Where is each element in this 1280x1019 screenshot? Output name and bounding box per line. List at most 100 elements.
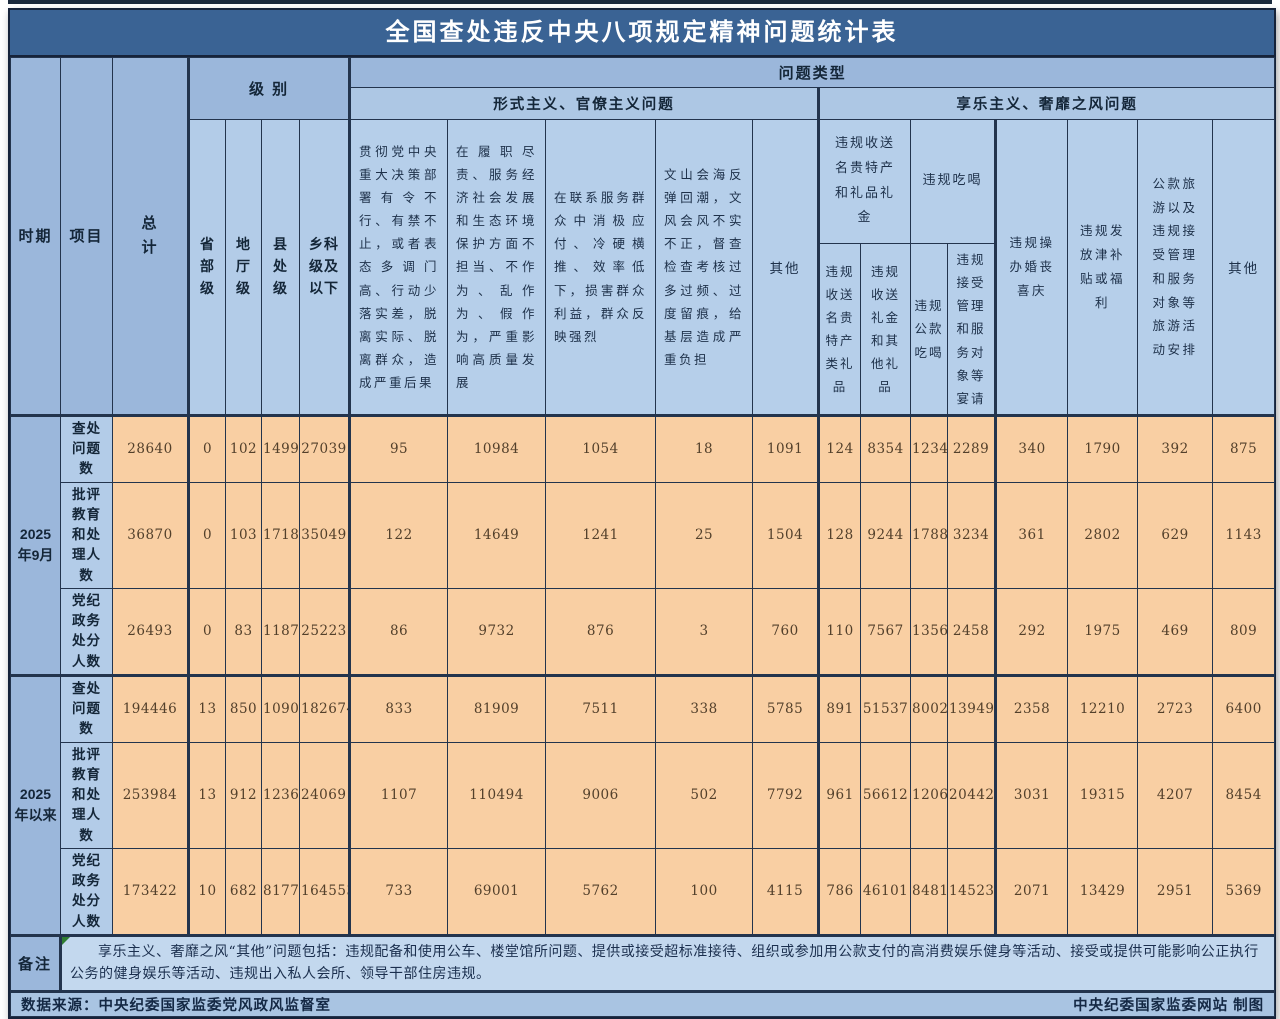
data-cell: 25	[655, 481, 754, 589]
data-cell: 122	[348, 481, 449, 589]
data-cell: 833	[348, 673, 449, 743]
data-cell: 392	[1137, 413, 1214, 483]
data-cell: 25223	[298, 587, 351, 676]
data-cell: 338	[655, 673, 754, 743]
period-cell: 2025年9月	[10, 413, 61, 676]
table-row: 2025年9月 查处问题数 28640 0 102 1499 27039 95 10984 105…	[10, 413, 1276, 676]
data-cell: 5785	[752, 673, 820, 743]
data-cell: 69001	[447, 847, 547, 936]
data-cell: 10909	[261, 673, 300, 743]
data-cell: 8454	[1212, 741, 1276, 849]
row-label: 查处问题数	[60, 413, 113, 483]
data-cell: 7567	[860, 587, 912, 676]
data-cell: 1107	[348, 741, 449, 849]
data-cell: 292	[994, 587, 1069, 676]
data-cell: 2802	[1067, 481, 1139, 589]
data-cell: 46101	[860, 847, 912, 936]
data-cell: 961	[817, 741, 862, 849]
data-cell: 2358	[994, 673, 1069, 743]
header-level-prefecture: 地厅级	[225, 119, 262, 416]
data-cell: 12061	[910, 741, 949, 849]
data-cell: 182674	[298, 673, 351, 743]
header-period: 时期	[10, 57, 61, 416]
row-label: 批评教育和处理人数	[60, 741, 113, 849]
data-cell: 1054	[545, 413, 657, 483]
data-cell: 8002	[910, 673, 949, 743]
table-row: 批评教育和处理人数2539841391212368240691110711049…	[11, 741, 1276, 849]
data-cell: 12210	[1067, 673, 1139, 743]
data-cell: 14523	[947, 847, 997, 936]
data-cell: 1975	[1067, 587, 1139, 676]
table-row: 批评教育和处理人数 36870 0 103 1718 35049 122 14649 1241 2…	[11, 481, 1276, 589]
data-cell: 912	[225, 741, 262, 849]
data-cell: 9006	[545, 741, 657, 849]
data-cell: 194446	[112, 673, 189, 743]
data-cell: 18	[655, 413, 754, 483]
data-cell: 850	[225, 673, 262, 743]
data-cell: 733	[348, 847, 449, 936]
data-cell: 35049	[298, 481, 351, 589]
data-cell: 6400	[1212, 673, 1276, 743]
data-cell: 4115	[752, 847, 820, 936]
data-cell: 2723	[1137, 673, 1214, 743]
data-cell: 103	[225, 481, 262, 589]
data-cell: 164553	[298, 847, 351, 936]
data-cell: 2951	[1137, 847, 1214, 936]
data-cell: 0	[187, 587, 226, 676]
data-cell: 8481	[910, 847, 949, 936]
header-hedonism-section: 享乐主义、奢靡之风问题	[817, 87, 1276, 120]
data-cell: 13	[187, 673, 226, 743]
table-row: 党纪政务处分人数17342210682817716455373369001576…	[11, 847, 1276, 936]
statistics-sheet: 全国查处违反中央八项规定精神问题统计表 时期 项目 总 计 级 别 问题类型 形…	[8, 8, 1276, 1019]
data-cell: 5369	[1212, 847, 1276, 936]
header-gift-cash: 违规收送礼金和其他礼品	[860, 243, 912, 416]
data-cell: 110	[817, 587, 862, 676]
data-cell: 1234	[910, 413, 949, 483]
data-cell: 10984	[447, 413, 547, 483]
data-cell: 36870	[112, 481, 189, 589]
header-dining-banquet: 违规接受管理和服务对象等宴请	[947, 243, 997, 416]
data-cell: 682	[225, 847, 262, 936]
header-wedding-funeral: 违规操办婚丧喜庆	[994, 119, 1069, 416]
header-dining-public-funds: 违规公款吃喝	[910, 243, 949, 416]
header-formalism-col-2: 在履职尽责、服务经济社会发展和生态环境保护方面不担当、不作为、乱作为、假作为，严…	[447, 119, 547, 416]
data-cell: 1718	[261, 481, 300, 589]
data-cell: 81909	[447, 673, 547, 743]
data-cell: 27039	[298, 413, 351, 483]
data-cell: 9244	[860, 481, 912, 589]
header-hedonism-other: 其他	[1212, 119, 1276, 416]
credit: 中央纪委国家监委网站 制图	[1073, 997, 1265, 1014]
data-cell: 13429	[1067, 847, 1139, 936]
header-level-county: 县处级	[261, 119, 300, 416]
header-total: 总 计	[112, 57, 189, 416]
data-cell: 13	[187, 741, 226, 849]
header-gift-group: 违规收送名贵特产和礼品礼金	[817, 119, 912, 244]
data-cell: 83	[225, 587, 262, 676]
table-footer-rows: 备注 享乐主义、奢靡之风“其他”问题包括：违规配备和使用公车、楼堂馆所问题、提供…	[9, 933, 1276, 1017]
data-cell: 9732	[447, 587, 547, 676]
data-cell: 786	[817, 847, 862, 936]
data-cell: 1143	[1212, 481, 1276, 589]
data-cell: 56612	[860, 741, 912, 849]
header-item: 项目	[60, 57, 113, 416]
data-cell: 1356	[910, 587, 949, 676]
data-cell: 100	[655, 847, 754, 936]
data-cell: 1187	[261, 587, 300, 676]
data-cell: 1499	[261, 413, 300, 483]
row-label: 查处问题数	[60, 673, 113, 743]
remark-cell: 享乐主义、奢靡之风“其他”问题包括：违规配备和使用公车、楼堂馆所问题、提供或接受…	[58, 933, 1276, 992]
data-cell: 502	[655, 741, 754, 849]
data-source: 数据来源：中央纪委国家监委党风政风监督室	[21, 997, 331, 1014]
header-formalism-section: 形式主义、官僚主义问题	[348, 87, 820, 120]
data-cell: 3	[655, 587, 754, 676]
header-level-township: 乡科级及以下	[298, 119, 351, 416]
data-cell: 4207	[1137, 741, 1214, 849]
data-cell: 2071	[994, 847, 1069, 936]
top-border-strip	[8, 0, 1272, 4]
remark-text: 享乐主义、奢靡之风“其他”问题包括：违规配备和使用公车、楼堂馆所问题、提供或接受…	[70, 943, 1259, 983]
data-cell: 173422	[112, 847, 189, 936]
period-cell: 2025年以来	[10, 673, 61, 936]
header-dining-group: 违规吃喝	[910, 119, 997, 244]
remark-label: 备注	[10, 933, 61, 992]
